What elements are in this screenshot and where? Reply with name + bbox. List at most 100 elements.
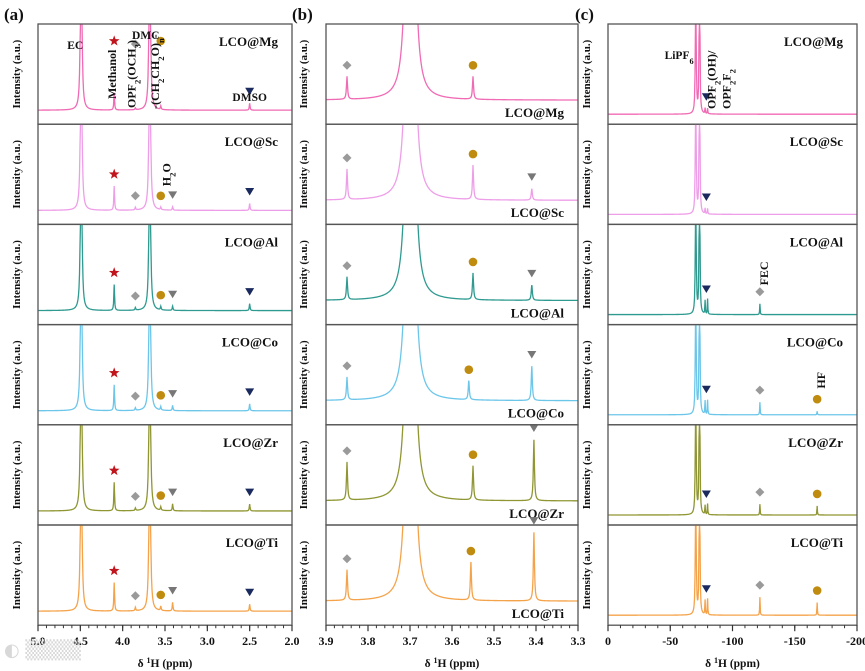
circle-marker-icon xyxy=(812,489,822,499)
spectrum-line xyxy=(38,324,292,412)
circle-marker-icon xyxy=(156,290,166,300)
x-tick-label: 3.5 xyxy=(158,634,173,648)
spectrum-line xyxy=(326,324,578,402)
spectrum-row-lco-co: LCO@Co Intensity (a.u.) xyxy=(298,323,579,426)
circle-marker-icon xyxy=(156,191,166,201)
diamond-marker-icon xyxy=(130,591,140,601)
diamond-marker-icon xyxy=(130,391,140,401)
spectrum-row-lco-mg: EC Methanol OPF2(OCH3)DMC-(CH2CH2O)n- DMSO L… xyxy=(11,23,293,125)
diamond-marker-icon xyxy=(130,191,140,201)
x-axis: 5.0 4.5 4.0 3.5 3.0 2.5 2.0 δ 1H (ppm) xyxy=(31,625,300,670)
peak-annotation: DMSO xyxy=(232,92,267,104)
diamond-marker-icon xyxy=(755,385,765,395)
sample-label: LCO@Ti xyxy=(512,606,565,621)
spectrum-line xyxy=(608,424,857,516)
y-axis-label: Intensity (a.u.) xyxy=(298,340,310,409)
spectrum-row-lco-ti: LCO@Ti Intensity (a.u.) xyxy=(11,524,293,626)
peak-annotation: HF xyxy=(814,372,828,389)
x-tick-label: 4.5 xyxy=(73,634,88,648)
y-axis-label: Intensity (a.u.) xyxy=(298,140,310,209)
spectrum-row-lco-mg: LCO@Mg Intensity (a.u.) xyxy=(298,23,579,125)
watermark-logo: ◐ ▒▒▒▒ xyxy=(4,640,81,661)
peak-annotation: LiPF6 xyxy=(665,50,694,66)
x-tick-label: 2.0 xyxy=(285,634,300,648)
star-marker-icon xyxy=(108,267,120,278)
panel-a: (a) EC Methanol OPF2(OCH3)DMC-(CH2CH2O)n- DM… xyxy=(4,5,300,670)
spectrum-row-lco-al: LCO@Al Intensity (a.u.) xyxy=(298,223,579,326)
sample-label: LCO@Co xyxy=(222,335,278,350)
sample-label: LCO@Al xyxy=(511,305,565,320)
sample-label: LCO@Mg xyxy=(505,105,565,120)
y-axis-label: Intensity (a.u.) xyxy=(581,440,593,509)
x-tick-label: 3.8 xyxy=(361,634,376,648)
x-axis: 3.9 3.8 3.7 3.6 3.5 3.4 3.3 δ 1H (ppm) xyxy=(319,625,586,670)
sample-label: LCO@Sc xyxy=(225,134,278,149)
gray-triangle-marker-icon xyxy=(529,424,539,433)
y-axis-label: Intensity (a.u.) xyxy=(581,39,593,108)
star-marker-icon xyxy=(108,35,120,46)
panel-label: (a) xyxy=(4,5,24,24)
x-tick-label: 3.9 xyxy=(319,634,334,648)
sample-label: LCO@Ti xyxy=(226,535,279,550)
x-tick-label: 3.6 xyxy=(445,634,460,648)
x-tick-label: 2.5 xyxy=(242,634,257,648)
navy-triangle-marker-icon xyxy=(701,285,711,294)
panel-label: (c) xyxy=(575,5,594,24)
spectrum-line xyxy=(38,224,292,312)
navy-triangle-marker-icon xyxy=(701,490,711,498)
sample-label: LCO@Sc xyxy=(790,134,843,149)
circle-marker-icon xyxy=(466,546,476,556)
x-tick-label: -100 xyxy=(722,634,744,648)
gray-triangle-marker-icon xyxy=(527,350,537,359)
y-axis-label: Intensity (a.u.) xyxy=(581,240,593,309)
y-axis-label: Intensity (a.u.) xyxy=(298,39,310,108)
x-axis-label: δ 1H (ppm) xyxy=(705,656,760,671)
circle-marker-icon xyxy=(468,61,478,70)
circle-marker-icon xyxy=(156,491,166,500)
circle-marker-icon xyxy=(156,36,166,46)
peak-annotation: H2O xyxy=(160,163,178,186)
spectrum-line xyxy=(608,224,857,316)
gray-triangle-marker-icon xyxy=(529,517,539,525)
gray-triangle-marker-icon xyxy=(527,173,537,181)
spectrum-line xyxy=(326,424,578,502)
panel-b: (b) LCO@Mg Intensity (a.u.) LCO@Sc Intensity… xyxy=(292,5,586,670)
diamond-marker-icon xyxy=(755,287,765,297)
peak-annotation: FEC xyxy=(757,261,771,285)
circle-marker-icon xyxy=(468,149,478,159)
gray-triangle-marker-icon xyxy=(168,587,178,595)
sample-label: LCO@Ti xyxy=(791,535,844,550)
circle-marker-icon xyxy=(468,450,478,459)
y-axis-label: Intensity (a.u.) xyxy=(11,240,23,309)
sample-label: LCO@Sc xyxy=(511,205,564,220)
peak-annotation: OPF2(OH)/ xyxy=(704,50,722,109)
x-tick-label: 3.4 xyxy=(529,634,544,648)
y-axis-label: Intensity (a.u.) xyxy=(11,140,23,209)
y-axis-label: Intensity (a.u.) xyxy=(581,340,593,409)
sample-label: LCO@Zr xyxy=(788,435,843,450)
navy-triangle-marker-icon xyxy=(245,87,255,96)
navy-triangle-marker-icon xyxy=(701,193,711,201)
x-axis-label: δ 1H (ppm) xyxy=(138,656,193,671)
spectrum-line xyxy=(608,124,857,216)
navy-triangle-marker-icon xyxy=(245,588,255,597)
gray-triangle-marker-icon xyxy=(168,290,178,299)
sample-label: LCO@Al xyxy=(790,234,844,249)
peak-annotation: -(CH2CH2O)n- xyxy=(148,34,166,109)
spectrum-line xyxy=(326,24,578,101)
diamond-marker-icon xyxy=(755,487,765,497)
navy-triangle-marker-icon xyxy=(245,488,255,497)
star-marker-icon xyxy=(108,168,120,179)
spectrum-row-lco-mg: LiPF6 OPF2(OH)/OPF2F2 LCO@Mg Intensity (a.u… xyxy=(581,23,858,125)
navy-triangle-marker-icon xyxy=(245,288,255,296)
star-marker-icon xyxy=(108,565,120,576)
sample-label: LCO@Al xyxy=(225,234,279,249)
x-axis: 0 -50 -100 -150 -200 δ 1H (ppm) xyxy=(605,625,865,670)
x-axis-label: δ 1H (ppm) xyxy=(425,656,480,671)
spectrum-row-lco-sc: LCO@Sc Intensity (a.u.) xyxy=(298,123,579,226)
sample-label: LCO@Zr xyxy=(509,506,564,521)
gray-triangle-marker-icon xyxy=(168,191,178,199)
y-axis-label: Intensity (a.u.) xyxy=(298,240,310,309)
circle-marker-icon xyxy=(156,590,166,600)
